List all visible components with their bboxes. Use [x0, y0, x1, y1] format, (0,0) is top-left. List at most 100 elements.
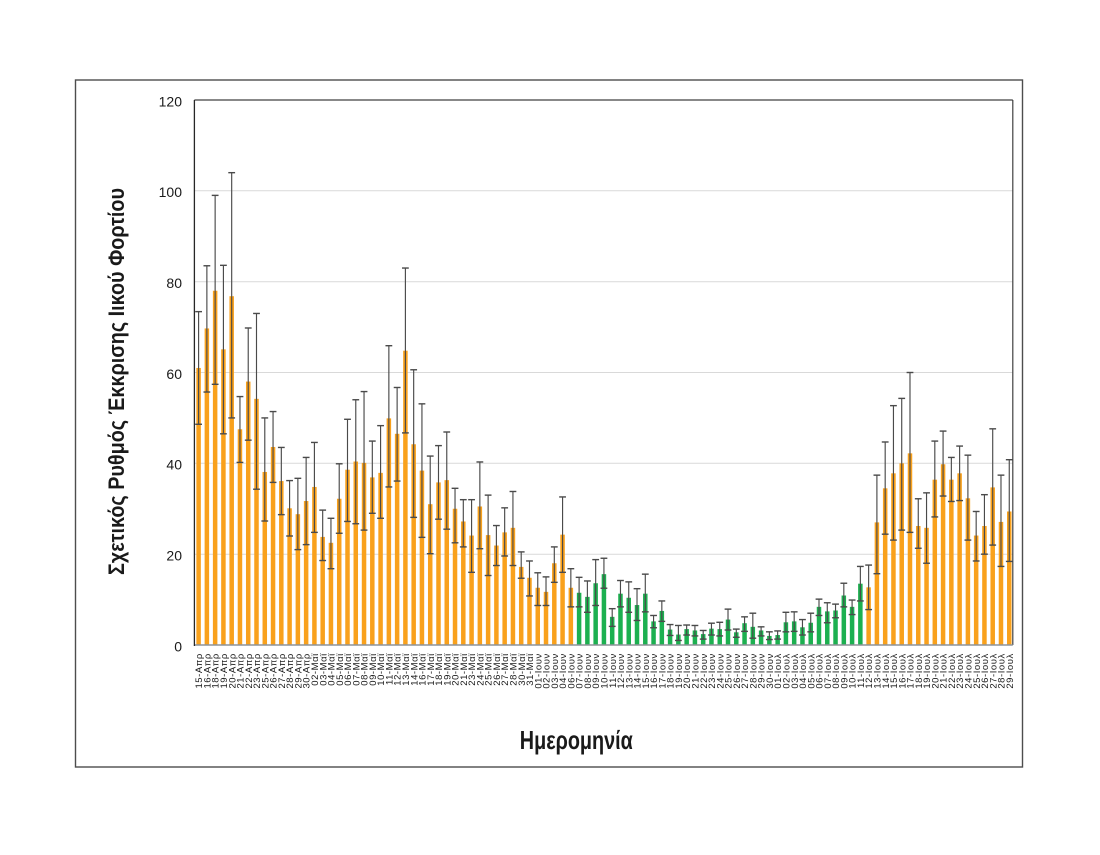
svg-text:23-Ιουλ: 23-Ιουλ — [955, 653, 966, 688]
svg-text:02-Ιουν: 02-Ιουν — [542, 653, 553, 688]
svg-text:20: 20 — [166, 548, 182, 564]
svg-text:05-Μαϊ: 05-Μαϊ — [335, 653, 346, 686]
svg-text:19-Απρ: 19-Απρ — [219, 653, 230, 688]
svg-text:22-Απρ: 22-Απρ — [244, 653, 255, 688]
svg-text:09-Μαϊ: 09-Μαϊ — [368, 653, 379, 686]
svg-text:07-Ιουλ: 07-Ιουλ — [823, 653, 834, 688]
svg-text:29-Ιουν: 29-Ιουν — [757, 653, 768, 688]
svg-text:20-Ιουν: 20-Ιουν — [682, 653, 693, 688]
svg-text:21-Μαϊ: 21-Μαϊ — [459, 653, 470, 686]
svg-text:05-Ιουλ: 05-Ιουλ — [806, 653, 817, 688]
svg-text:16-Απρ: 16-Απρ — [202, 653, 213, 688]
svg-text:26-Απρ: 26-Απρ — [269, 653, 280, 688]
svg-text:23-Απρ: 23-Απρ — [252, 653, 263, 688]
svg-text:01-Ιουν: 01-Ιουν — [533, 653, 544, 688]
svg-text:100: 100 — [159, 184, 183, 200]
svg-text:25-Ιουλ: 25-Ιουλ — [972, 653, 983, 688]
svg-text:07-Μαϊ: 07-Μαϊ — [351, 653, 362, 686]
svg-text:15-Ιουλ: 15-Ιουλ — [889, 653, 900, 688]
svg-text:15-Απρ: 15-Απρ — [194, 653, 205, 688]
svg-text:27-Μαϊ: 27-Μαϊ — [500, 653, 511, 686]
svg-text:06-Ιουλ: 06-Ιουλ — [815, 653, 826, 688]
svg-text:14-Ιουλ: 14-Ιουλ — [881, 653, 892, 688]
svg-text:60: 60 — [166, 366, 182, 382]
svg-text:09-Ιουν: 09-Ιουν — [591, 653, 602, 688]
svg-text:03-Ιουν: 03-Ιουν — [550, 653, 561, 688]
svg-text:15-Ιουν: 15-Ιουν — [641, 653, 652, 688]
svg-text:30-Ιουν: 30-Ιουν — [765, 653, 776, 688]
svg-text:13-Ιουλ: 13-Ιουλ — [873, 653, 884, 688]
svg-text:25-Απρ: 25-Απρ — [260, 653, 271, 688]
svg-text:40: 40 — [166, 457, 182, 473]
svg-text:22-Ιουλ: 22-Ιουλ — [947, 653, 958, 688]
svg-text:02-Ιουλ: 02-Ιουλ — [782, 653, 793, 688]
svg-text:20-Απρ: 20-Απρ — [227, 653, 238, 688]
svg-text:19-Μαϊ: 19-Μαϊ — [442, 653, 453, 686]
svg-text:20-Ιουλ: 20-Ιουλ — [930, 653, 941, 688]
svg-text:24-Μαϊ: 24-Μαϊ — [475, 653, 486, 686]
svg-text:26-Μαϊ: 26-Μαϊ — [492, 653, 503, 686]
svg-text:21-Ιουν: 21-Ιουν — [691, 653, 702, 688]
svg-text:12-Ιουλ: 12-Ιουλ — [864, 653, 875, 688]
svg-text:12-Ιουν: 12-Ιουν — [616, 653, 627, 688]
svg-text:16-Ιουν: 16-Ιουν — [649, 653, 660, 688]
svg-text:17-Ιουν: 17-Ιουν — [657, 653, 668, 688]
svg-text:29-Απρ: 29-Απρ — [293, 653, 304, 688]
svg-text:04-Ιουλ: 04-Ιουλ — [798, 653, 809, 688]
svg-text:20-Μαϊ: 20-Μαϊ — [451, 653, 462, 686]
svg-text:04-Μαϊ: 04-Μαϊ — [327, 653, 338, 686]
svg-text:17-Ιουλ: 17-Ιουλ — [906, 653, 917, 688]
svg-text:06-Μαϊ: 06-Μαϊ — [343, 653, 354, 686]
svg-text:14-Ιουν: 14-Ιουν — [633, 653, 644, 688]
svg-text:18-Ιουλ: 18-Ιουλ — [914, 653, 925, 688]
svg-text:10-Ιουλ: 10-Ιουλ — [848, 653, 859, 688]
svg-text:27-Απρ: 27-Απρ — [277, 653, 288, 688]
svg-text:01-Ιουλ: 01-Ιουλ — [773, 653, 784, 688]
svg-text:03-Ιουλ: 03-Ιουλ — [790, 653, 801, 688]
svg-text:21-Ιουλ: 21-Ιουλ — [939, 653, 950, 688]
svg-text:17-Μαϊ: 17-Μαϊ — [426, 653, 437, 686]
svg-text:19-Ιουν: 19-Ιουν — [674, 653, 685, 688]
svg-text:16-Μαϊ: 16-Μαϊ — [418, 653, 429, 686]
svg-text:18-Απρ: 18-Απρ — [211, 653, 222, 688]
svg-text:08-Ιουν: 08-Ιουν — [583, 653, 594, 688]
svg-text:30-Απρ: 30-Απρ — [302, 653, 313, 688]
svg-text:26-Ιουλ: 26-Ιουλ — [980, 653, 991, 688]
svg-text:07-Ιουν: 07-Ιουν — [575, 653, 586, 688]
svg-text:11-Μαϊ: 11-Μαϊ — [384, 653, 395, 685]
svg-text:06-Ιουν: 06-Ιουν — [566, 653, 577, 688]
svg-text:02-Μαϊ: 02-Μαϊ — [310, 653, 321, 686]
svg-text:30-Μαϊ: 30-Μαϊ — [517, 653, 528, 686]
svg-text:27-Ιουλ: 27-Ιουλ — [988, 653, 999, 688]
svg-text:10-Ιουν: 10-Ιουν — [600, 653, 611, 688]
svg-text:16-Ιουλ: 16-Ιουλ — [897, 653, 908, 688]
svg-text:23-Ιουν: 23-Ιουν — [707, 653, 718, 688]
svg-text:03-Μαϊ: 03-Μαϊ — [318, 653, 329, 686]
svg-text:09-Ιουλ: 09-Ιουλ — [839, 653, 850, 688]
svg-text:13-Μαϊ: 13-Μαϊ — [401, 653, 412, 686]
svg-text:19-Ιουλ: 19-Ιουλ — [922, 653, 933, 688]
svg-text:18-Ιουν: 18-Ιουν — [666, 653, 677, 688]
svg-text:Σχετικός Ρυθμός Έκκρισης Ιικού: Σχετικός Ρυθμός Έκκρισης Ιικού Φορτίου — [104, 188, 129, 575]
svg-text:10-Μαϊ: 10-Μαϊ — [376, 653, 387, 686]
svg-text:28-Ιουλ: 28-Ιουλ — [997, 653, 1008, 688]
svg-text:120: 120 — [159, 93, 183, 109]
svg-text:08-Μαϊ: 08-Μαϊ — [360, 653, 371, 686]
svg-text:22-Ιουν: 22-Ιουν — [699, 653, 710, 688]
svg-text:25-Ιουν: 25-Ιουν — [724, 653, 735, 688]
svg-text:28-Ιουν: 28-Ιουν — [748, 653, 759, 688]
svg-text:Ημερομηνία: Ημερομηνία — [520, 725, 633, 755]
svg-text:04-Ιουν: 04-Ιουν — [558, 653, 569, 688]
svg-text:24-Ιουν: 24-Ιουν — [715, 653, 726, 688]
svg-text:08-Ιουλ: 08-Ιουλ — [831, 653, 842, 688]
svg-text:31-Μαϊ: 31-Μαϊ — [525, 653, 536, 686]
svg-text:28-Απρ: 28-Απρ — [285, 653, 296, 688]
svg-text:24-Ιουλ: 24-Ιουλ — [964, 653, 975, 688]
svg-text:11-Ιουν: 11-Ιουν — [608, 653, 619, 688]
svg-text:14-Μαϊ: 14-Μαϊ — [409, 653, 420, 686]
svg-text:18-Μαϊ: 18-Μαϊ — [434, 653, 445, 686]
svg-text:28-Μαϊ: 28-Μαϊ — [509, 653, 520, 686]
svg-text:12-Μαϊ: 12-Μαϊ — [393, 653, 404, 686]
svg-text:27-Ιουν: 27-Ιουν — [740, 653, 751, 688]
svg-text:23-Μαϊ: 23-Μαϊ — [467, 653, 478, 686]
